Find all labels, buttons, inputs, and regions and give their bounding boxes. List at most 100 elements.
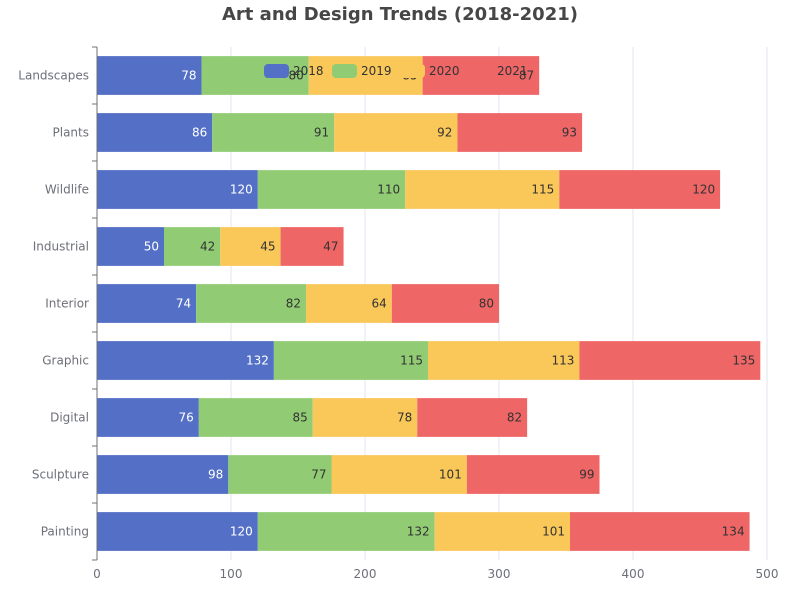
legend-swatch <box>332 64 357 78</box>
data-label: 110 <box>377 183 400 197</box>
data-label: 76 <box>179 411 194 425</box>
legend-label: 2019 <box>361 64 392 78</box>
bar-segment[interactable] <box>212 113 335 152</box>
data-label: 64 <box>372 297 387 311</box>
legend-item[interactable]: 2021 <box>468 64 528 78</box>
chart-title: Art and Design Trends (2018-2021) <box>222 4 578 25</box>
bar-segment[interactable] <box>334 113 458 152</box>
bar-segment[interactable] <box>257 512 435 551</box>
data-label: 113 <box>551 354 574 368</box>
data-label: 82 <box>286 297 301 311</box>
data-label: 120 <box>230 183 253 197</box>
bar-segment[interactable] <box>466 455 600 494</box>
bar-segment[interactable] <box>198 398 313 437</box>
data-label: 135 <box>732 354 755 368</box>
data-label: 98 <box>208 468 223 482</box>
y-tick-label: Wildlife <box>45 183 89 197</box>
legend-item[interactable]: 2018 <box>264 64 324 78</box>
data-label: 80 <box>479 297 494 311</box>
x-tick-label: 100 <box>220 567 243 581</box>
x-tick-label: 500 <box>756 567 779 581</box>
y-tick-label: Industrial <box>33 240 89 254</box>
data-label: 115 <box>531 183 554 197</box>
y-tick-label: Graphic <box>42 354 89 368</box>
legend-item[interactable]: 2019 <box>332 64 392 78</box>
data-label: 134 <box>722 525 745 539</box>
bar-segment[interactable] <box>559 170 721 209</box>
data-label: 42 <box>200 240 215 254</box>
bar-segment[interactable] <box>201 56 309 95</box>
data-label: 99 <box>579 468 594 482</box>
bar-segment[interactable] <box>97 341 274 380</box>
bar-segment[interactable] <box>97 113 213 152</box>
axes: 0 100 200 300 400 500 Landscapes Plants Wildlife… <box>18 46 779 581</box>
legend-swatch <box>400 64 425 78</box>
data-label: 86 <box>192 126 207 140</box>
bar-segment[interactable] <box>427 341 580 380</box>
bar-segment[interactable] <box>164 227 221 266</box>
bar-segment[interactable] <box>312 398 418 437</box>
bar-segment[interactable] <box>257 170 406 209</box>
bar-segment[interactable] <box>405 170 560 209</box>
bar-segment[interactable] <box>273 341 428 380</box>
legend-label: 2018 <box>293 64 324 78</box>
legend-item[interactable]: 2020 <box>400 64 460 78</box>
y-tick-label: Digital <box>50 411 89 425</box>
bar-segment[interactable] <box>220 227 281 266</box>
bar-segment[interactable] <box>570 512 750 551</box>
legend-swatch <box>264 64 289 78</box>
data-label: 92 <box>437 126 452 140</box>
y-tick-label: Landscapes <box>18 69 89 83</box>
data-label: 78 <box>181 69 196 83</box>
data-label: 74 <box>176 297 191 311</box>
x-tick-label: 200 <box>354 567 377 581</box>
y-tick-label: Interior <box>45 297 89 311</box>
bar-segment[interactable] <box>97 398 199 437</box>
x-tick-label: 300 <box>488 567 511 581</box>
bar-segment[interactable] <box>306 284 392 323</box>
bar-segment[interactable] <box>97 455 229 494</box>
bar-segment[interactable] <box>228 455 332 494</box>
bar-segment[interactable] <box>579 341 761 380</box>
data-label: 101 <box>542 525 565 539</box>
y-tick-label: Plants <box>53 126 90 140</box>
bar-segment[interactable] <box>280 227 344 266</box>
data-label: 78 <box>397 411 412 425</box>
bars: 78 80 85 87 86 91 92 93 120 110 115 120 50 42 45 47 74 82… <box>97 56 761 551</box>
data-label: 85 <box>292 411 307 425</box>
data-label: 47 <box>323 240 338 254</box>
bar-segment[interactable] <box>97 56 202 95</box>
legend-swatch <box>468 64 493 78</box>
data-label: 120 <box>230 525 253 539</box>
x-tick-label: 0 <box>93 567 101 581</box>
data-label: 93 <box>562 126 577 140</box>
data-label: 132 <box>246 354 269 368</box>
data-label: 77 <box>311 468 326 482</box>
legend-label: 2020 <box>429 64 460 78</box>
data-label: 132 <box>407 525 430 539</box>
data-label: 50 <box>144 240 159 254</box>
data-label: 91 <box>314 126 329 140</box>
legend[interactable]: 2018 2019 2020 2021 <box>264 64 528 78</box>
bar-segment[interactable] <box>457 113 583 152</box>
bar-segment[interactable] <box>97 170 258 209</box>
data-label: 45 <box>260 240 275 254</box>
y-tick-label: Painting <box>41 525 89 539</box>
y-tick-label: Sculpture <box>32 468 89 482</box>
data-label: 82 <box>507 411 522 425</box>
bar-segment[interactable] <box>97 227 164 266</box>
legend-label: 2021 <box>497 64 528 78</box>
bar-segment[interactable] <box>331 455 467 494</box>
bar-segment[interactable] <box>391 284 499 323</box>
data-label: 120 <box>692 183 715 197</box>
bar-segment[interactable] <box>434 512 571 551</box>
bar-segment[interactable] <box>97 512 258 551</box>
bar-segment[interactable] <box>417 398 528 437</box>
x-tick-label: 400 <box>622 567 645 581</box>
bar-segment[interactable] <box>196 284 307 323</box>
data-label: 80 <box>288 69 303 83</box>
data-label: 101 <box>439 468 462 482</box>
bar-segment[interactable] <box>97 284 197 323</box>
